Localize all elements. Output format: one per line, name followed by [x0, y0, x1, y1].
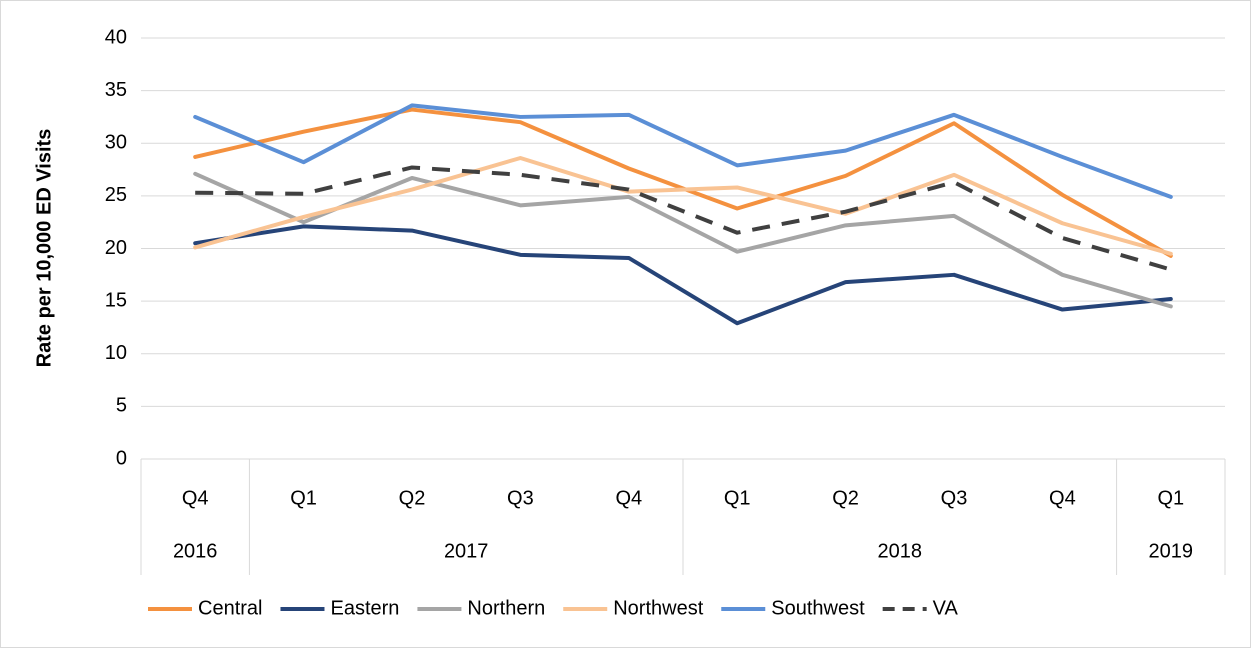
series-line: [193, 155, 1173, 256]
y-tick-label: 15: [105, 289, 127, 311]
series-line: [193, 103, 1173, 199]
series-line: [193, 224, 1173, 326]
legend-label: Central: [198, 597, 262, 619]
y-axis-label: Rate per 10,000 ED Visits: [33, 129, 55, 368]
y-tick-label: 5: [116, 395, 127, 417]
x-group-label: 2016: [173, 540, 218, 562]
x-tick-label: Q4: [182, 487, 209, 509]
x-tick-label: Q4: [1049, 487, 1076, 509]
y-tick-label: 35: [105, 79, 127, 101]
legend-label: Northern: [467, 597, 545, 619]
y-tick-label: 30: [105, 132, 127, 154]
y-tick-label: 10: [105, 342, 127, 364]
y-tick-label: 25: [105, 184, 127, 206]
y-tick-label: 20: [105, 237, 127, 259]
x-tick-label: Q2: [832, 487, 859, 509]
series-line: [193, 171, 1173, 309]
x-tick-label: Q2: [399, 487, 426, 509]
legend-label: VA: [933, 597, 959, 619]
x-tick-label: Q4: [615, 487, 642, 509]
y-tick-label: 0: [116, 447, 127, 469]
x-tick-label: Q1: [290, 487, 317, 509]
x-tick-label: Q1: [724, 487, 751, 509]
x-group-label: 2017: [444, 540, 489, 562]
series-line: [195, 165, 1172, 272]
x-tick-label: Q3: [941, 487, 968, 509]
x-tick-label: Q3: [507, 487, 534, 509]
legend-label: Northwest: [613, 597, 703, 619]
legend-label: Eastern: [330, 597, 399, 619]
x-tick-label: Q1: [1157, 487, 1184, 509]
y-tick-label: 40: [105, 26, 127, 48]
x-group-label: 2018: [878, 540, 923, 562]
legend-label: Southwest: [771, 597, 865, 619]
x-group-label: 2019: [1149, 540, 1194, 562]
